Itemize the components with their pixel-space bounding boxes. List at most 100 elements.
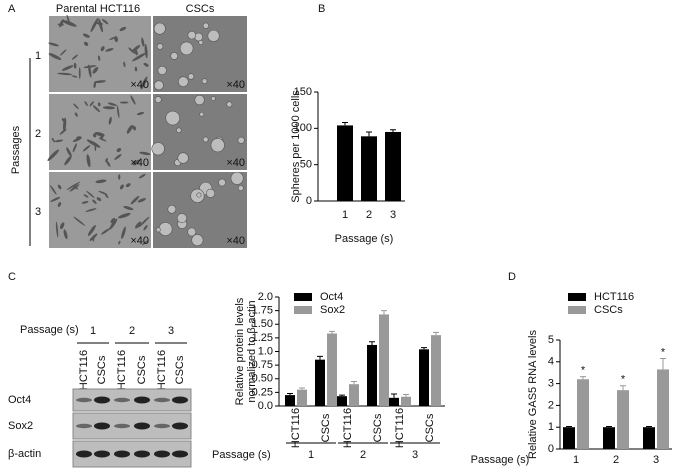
bar [419, 349, 429, 406]
x-tick-label: 3 [390, 209, 396, 221]
cell [71, 75, 78, 78]
cell [101, 228, 111, 235]
band [76, 423, 92, 429]
lane-label: HCT116 [78, 350, 90, 390]
cell [86, 139, 101, 148]
bar [643, 427, 655, 449]
sphere [202, 22, 209, 29]
cell [86, 190, 95, 199]
sphere [177, 76, 189, 88]
error-bar [580, 376, 586, 380]
magnification: ×40 [130, 235, 149, 247]
cell [118, 174, 121, 180]
cell [86, 154, 91, 168]
cell [108, 116, 112, 125]
cell [141, 37, 145, 47]
cell [97, 102, 101, 107]
cell [100, 46, 105, 52]
cell [57, 23, 64, 26]
cell [107, 102, 117, 106]
panel-label: D [508, 271, 516, 283]
cell [135, 221, 142, 229]
cell [48, 42, 59, 47]
bar [367, 344, 377, 406]
cell [139, 151, 151, 156]
cell [138, 173, 146, 179]
y-tick-label: 0.25 [252, 386, 273, 398]
sphere [154, 96, 162, 104]
cell [84, 101, 88, 107]
cell [72, 137, 82, 143]
y-tick-label: 1.75 [252, 305, 273, 317]
magnification: ×40 [226, 235, 245, 247]
x-tick-label: 3 [653, 454, 659, 466]
legend-swatch [568, 306, 586, 314]
cell [132, 52, 146, 62]
cell [69, 184, 80, 192]
sphere [153, 22, 166, 35]
blot-passage: 1 [90, 325, 96, 337]
sphere [206, 188, 216, 198]
bar [361, 136, 377, 201]
sphere [194, 94, 205, 106]
band [134, 450, 150, 458]
sphere [170, 52, 179, 60]
cell [143, 62, 149, 67]
band [76, 450, 92, 458]
cell [95, 22, 104, 25]
sphere [157, 65, 167, 76]
bar [389, 397, 399, 406]
cell [119, 101, 129, 104]
y-axis-label: Relative GAS5 RNA levels [527, 330, 539, 459]
group-label: 2 [360, 449, 366, 461]
error-bar [433, 331, 439, 336]
band [134, 422, 150, 430]
cell [63, 229, 68, 240]
lane-label: HCT116 [116, 350, 128, 390]
y-tick-label: 0.50 [252, 373, 273, 385]
cell [130, 95, 136, 105]
cell [55, 221, 59, 238]
cell [92, 66, 99, 74]
bar [315, 359, 325, 406]
cell [118, 212, 131, 219]
cell [137, 198, 146, 203]
sphere [177, 152, 189, 164]
sphere [196, 192, 202, 198]
y-tick-label: 100 [294, 122, 312, 134]
y-tick-label: 1.50 [252, 318, 273, 330]
band [94, 396, 110, 404]
band [114, 450, 130, 458]
cell [101, 19, 109, 25]
lane-label: CSCs [96, 355, 108, 384]
y-axis-label: Relative protein levels [234, 297, 246, 405]
cell [66, 181, 81, 191]
cell [123, 61, 126, 68]
cell [110, 217, 116, 224]
cell [50, 196, 61, 202]
band [134, 396, 150, 404]
bar [603, 427, 615, 449]
error-bar [329, 330, 335, 334]
x-tick-label: 1 [342, 209, 348, 221]
cell [96, 197, 102, 201]
cell [74, 112, 78, 117]
x-tick-label: 2 [613, 454, 619, 466]
sphere [199, 111, 205, 117]
sphere [230, 171, 244, 185]
cell [57, 184, 62, 190]
sphere [218, 178, 226, 187]
cell [87, 225, 96, 236]
row-label: 3 [35, 206, 41, 218]
cell [132, 44, 141, 52]
blot-strip [72, 440, 192, 468]
sphere [176, 213, 187, 224]
band [172, 450, 188, 458]
sphere [153, 80, 164, 91]
bar [337, 125, 353, 201]
legend-swatch [294, 293, 312, 301]
bar [327, 333, 337, 406]
legend-swatch [294, 306, 312, 314]
cell [73, 185, 78, 190]
